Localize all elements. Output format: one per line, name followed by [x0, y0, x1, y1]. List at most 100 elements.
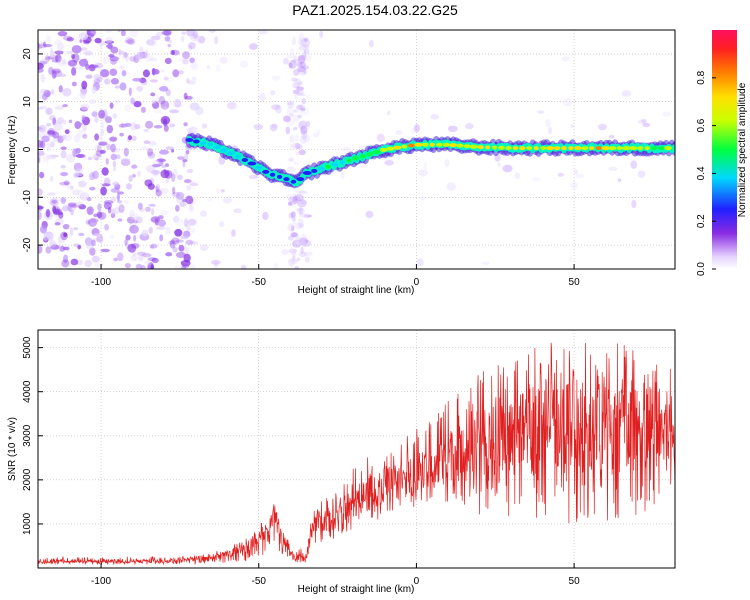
noise-speckle — [188, 44, 193, 51]
noise-speckle — [211, 259, 221, 265]
noise-speckle — [293, 61, 301, 65]
y-tick-label: 3000 — [22, 424, 33, 447]
noise-speckle — [133, 220, 138, 224]
noise-speckle — [63, 133, 72, 142]
noise-speckle — [171, 191, 181, 197]
y-tick-label: 10 — [22, 96, 33, 108]
noise-speckle — [186, 30, 195, 37]
noise-speckle — [189, 126, 198, 135]
noise-speckle — [81, 114, 86, 121]
noise-speckle — [149, 57, 158, 62]
x-tick-label: -50 — [252, 277, 267, 288]
noise-speckle — [206, 65, 211, 70]
noise-speckle — [547, 126, 553, 135]
noise-speckle — [49, 175, 54, 182]
noise-speckle — [152, 163, 161, 168]
noise-speckle — [114, 99, 120, 104]
ridge-core — [621, 146, 631, 151]
noise-speckle — [100, 69, 110, 78]
noise-speckle — [41, 135, 50, 143]
noise-speckle — [140, 78, 148, 86]
noise-speckle — [608, 166, 618, 171]
snr-y-ticks: 1000 2000 3000 4000 5000 — [22, 336, 43, 535]
noise-speckle — [165, 146, 175, 150]
noise-speckle — [299, 212, 309, 218]
noise-speckle — [91, 255, 100, 263]
ridge-core — [386, 146, 395, 151]
noise-speckle — [145, 206, 151, 212]
noise-speckle — [502, 164, 513, 173]
noise-speckle — [54, 105, 65, 111]
ridge-core — [296, 177, 305, 182]
noise-speckle — [85, 219, 91, 225]
noise-speckle — [183, 218, 188, 228]
noise-speckle — [297, 199, 307, 208]
noise-speckle — [289, 113, 295, 117]
x-tick-label: 50 — [569, 277, 581, 288]
noise-speckle — [288, 258, 298, 265]
noise-speckle — [69, 185, 74, 190]
noise-speckle — [55, 208, 60, 215]
noise-speckle — [294, 92, 298, 100]
colorbar: 0.0 0.2 0.4 0.6 0.8 Normalized spectral ampl… — [696, 30, 748, 276]
noise-speckle — [175, 251, 186, 259]
noise-speckle — [70, 258, 79, 266]
ridge-core — [589, 146, 595, 151]
ridge-core — [657, 146, 665, 151]
noise-speckle — [143, 140, 151, 145]
ridge-core — [568, 146, 574, 151]
noise-speckle — [282, 57, 290, 65]
noise-speckle — [289, 135, 295, 143]
noise-speckle — [78, 232, 85, 236]
noise-speckle — [293, 55, 298, 64]
noise-speckle — [119, 132, 124, 137]
noise-speckle — [86, 245, 94, 249]
noise-speckle — [214, 35, 218, 45]
noise-speckle — [447, 125, 458, 133]
noise-speckle — [294, 88, 304, 96]
ridge-core — [325, 164, 332, 169]
ridge-core — [477, 145, 484, 150]
noise-speckle — [152, 69, 160, 75]
noise-speckle — [416, 258, 424, 267]
noise-speckle — [298, 32, 305, 42]
noise-speckle — [305, 94, 312, 98]
noise-speckle — [300, 233, 307, 243]
noise-speckle — [71, 45, 82, 54]
noise-speckle — [113, 257, 118, 262]
ridge-core — [276, 174, 283, 179]
noise-speckle — [294, 265, 299, 269]
noise-speckle — [161, 106, 168, 111]
ridge-core — [247, 161, 257, 166]
noise-speckle — [100, 150, 105, 154]
noise-speckle — [288, 248, 297, 254]
noise-speckle — [82, 124, 87, 132]
noise-speckle — [287, 201, 293, 206]
ridge-core — [629, 146, 638, 151]
noise-speckle — [152, 94, 160, 102]
noise-speckle — [182, 199, 187, 203]
noise-speckle — [161, 164, 167, 169]
ridge-core — [650, 146, 658, 151]
noise-speckle — [303, 49, 307, 58]
noise-speckle — [298, 45, 308, 51]
noise-speckle — [69, 227, 74, 237]
noise-speckle — [218, 221, 225, 227]
noise-speckle — [100, 248, 110, 253]
noise-speckle — [186, 168, 194, 174]
noise-speckle — [106, 44, 113, 49]
ridge-core — [346, 158, 352, 163]
noise-speckle — [292, 89, 300, 95]
noise-speckle — [640, 118, 647, 124]
noise-speckle — [481, 261, 490, 265]
noise-speckle — [53, 122, 63, 131]
ridge-core — [254, 165, 263, 170]
noise-speckle — [184, 153, 189, 161]
noise-speckle — [38, 205, 44, 210]
noise-speckle — [282, 115, 292, 123]
noise-speckle — [199, 244, 209, 252]
noise-speckle — [92, 153, 101, 161]
ridge-core — [421, 142, 429, 147]
noise-speckle — [45, 35, 52, 44]
noise-speckle — [119, 82, 127, 91]
